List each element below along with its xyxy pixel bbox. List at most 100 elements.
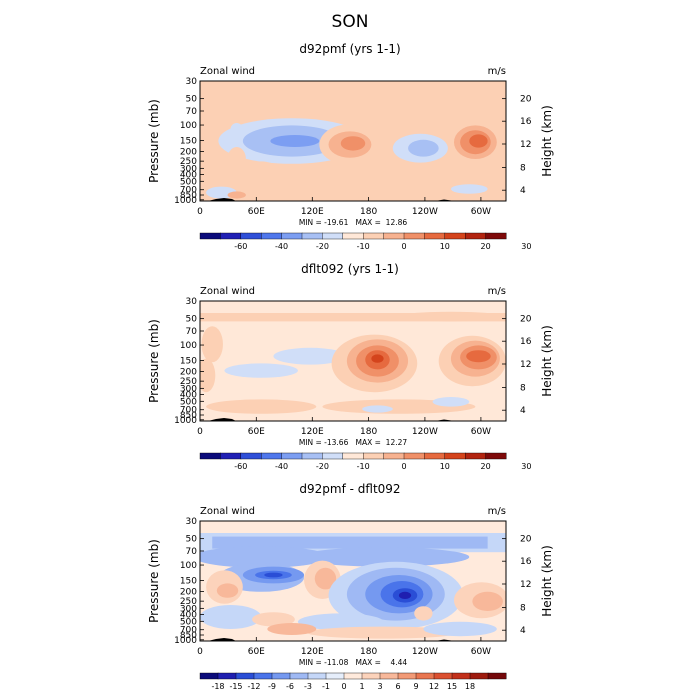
colorbar-label: 10	[440, 462, 450, 471]
y-tick-label: 200	[180, 367, 197, 377]
colorbar-label: -60	[234, 462, 247, 471]
y-tick-label: 250	[180, 597, 197, 607]
y2-tick-label: 20	[520, 535, 532, 545]
x-tick-label: 120W	[412, 647, 438, 657]
colorbar-swatch	[403, 232, 425, 240]
colorbar-label: 20	[481, 242, 491, 251]
y-tick-label: 30	[186, 297, 198, 307]
colorbar-label: 0	[401, 462, 406, 471]
contour-region	[212, 536, 488, 549]
contour-region	[472, 591, 503, 612]
colorbar-swatch	[487, 672, 507, 680]
colorbar-swatch	[363, 452, 385, 460]
y-tick-label: 250	[180, 377, 197, 387]
colorbar-swatch	[444, 452, 466, 460]
colorbar-swatch	[301, 452, 323, 460]
x-tick-label: 180	[360, 647, 377, 657]
x-tick-label: 0	[197, 427, 203, 437]
y-axis-title: Pressure (mb)	[147, 99, 161, 183]
colorbar-swatch	[199, 452, 221, 460]
colorbar-label: 20	[481, 462, 491, 471]
colorbar-label: 6	[395, 682, 400, 691]
colorbar-swatch	[261, 452, 283, 460]
colorbar-swatch	[253, 672, 273, 680]
contour-region	[423, 621, 497, 637]
contour-region	[362, 405, 393, 413]
contour-region	[340, 136, 366, 151]
contour-region	[200, 521, 506, 530]
colorbar-swatch	[397, 672, 417, 680]
plot-frame	[199, 300, 507, 422]
y-tick-label: 700	[180, 626, 197, 636]
panel-left-label: Zonal wind	[200, 506, 255, 517]
panel-left-label: Zonal wind	[200, 286, 255, 297]
x-tick-label: 120E	[301, 207, 324, 217]
colorbar-label: 0	[341, 682, 346, 691]
y2-tick-label: 20	[520, 315, 532, 325]
colorbar-swatch	[240, 452, 262, 460]
y2-tick-label: 16	[520, 557, 532, 567]
y-tick-label: 70	[186, 547, 198, 557]
y-tick-label: 70	[186, 327, 198, 337]
colorbar-label: -40	[275, 462, 288, 471]
colorbar-swatch	[281, 232, 303, 240]
colorbar-label: 10	[440, 242, 450, 251]
colorbar-label: -9	[268, 682, 276, 691]
contour-region	[224, 363, 298, 378]
y-axis-title: Pressure (mb)	[147, 539, 161, 623]
y-tick-label: 30	[186, 77, 198, 87]
panel-title: d92pmf (yrs 1-1)	[299, 42, 400, 56]
y-tick-label: 50	[186, 315, 198, 325]
topography-mask	[208, 198, 236, 201]
x-tick-label: 60E	[248, 427, 265, 437]
contour-region	[230, 123, 243, 135]
colorbar-swatch	[281, 452, 303, 460]
x-tick-label: 120W	[412, 427, 438, 437]
colorbar-swatch	[383, 452, 405, 460]
colorbar-label: -15	[229, 682, 242, 691]
colorbar-label: -40	[275, 242, 288, 251]
y-tick-label: 50	[186, 535, 198, 545]
contour-field	[200, 521, 506, 641]
colorbar-label: -10	[357, 242, 370, 251]
colorbar-swatch	[424, 232, 446, 240]
colorbar-label: -12	[247, 682, 260, 691]
contour-region	[466, 350, 491, 363]
colorbar-swatch	[403, 452, 425, 460]
y-tick-label: 850	[180, 631, 197, 641]
contour-region	[245, 161, 277, 176]
colorbar-label: 9	[413, 682, 418, 691]
y-tick-label: 200	[180, 587, 197, 597]
contour-region	[432, 397, 470, 407]
y-tick-label: 850	[180, 191, 197, 201]
colorbar-label: 0	[401, 242, 406, 251]
min-max-label: MIN = -19.61 MAX = 12.86	[299, 218, 408, 227]
y-tick-label: 300	[180, 384, 197, 394]
colorbar-swatch	[235, 672, 255, 680]
contour-region	[297, 547, 470, 567]
colorbar-swatch	[485, 232, 507, 240]
contour-region	[469, 134, 488, 148]
topography-mask	[208, 418, 236, 421]
colorbar-swatch	[465, 232, 487, 240]
panels: d92pmf (yrs 1-1)Zonal wind m/s30507010015…	[147, 42, 554, 691]
y-tick-label: 700	[180, 406, 197, 416]
colorbar-swatch	[451, 672, 471, 680]
contour-region	[200, 358, 216, 393]
contour-region	[273, 347, 347, 365]
y-tick-label: 1000	[174, 636, 197, 646]
colorbar-label: -20	[316, 462, 329, 471]
colorbar-swatch	[343, 672, 363, 680]
y-tick-label: 70	[186, 107, 198, 117]
colorbar-swatch	[361, 672, 381, 680]
colorbar-swatch	[261, 232, 283, 240]
colorbar-swatch	[220, 452, 242, 460]
colorbar-label: 1	[359, 682, 364, 691]
y-tick-label: 150	[180, 357, 197, 367]
contour-region	[213, 117, 230, 132]
contour-region	[270, 135, 320, 147]
colorbar-label: -3	[304, 682, 312, 691]
y2-tick-label: 4	[520, 406, 526, 416]
y-tick-label: 150	[180, 577, 197, 587]
